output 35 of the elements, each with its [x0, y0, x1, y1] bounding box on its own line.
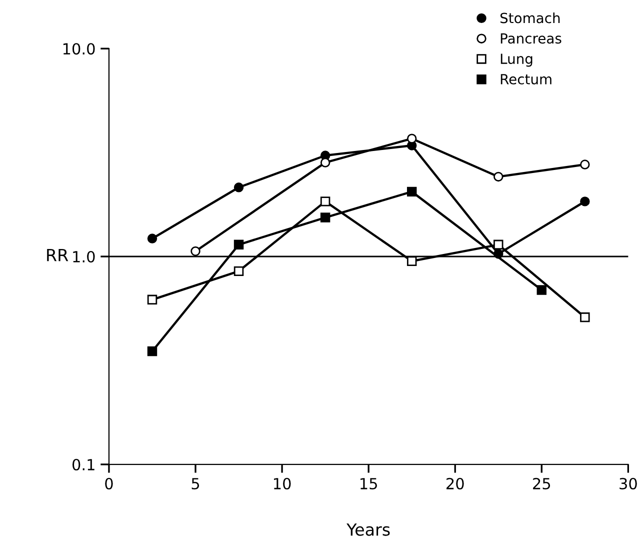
- legend-label: Lung: [500, 54, 532, 67]
- point: [320, 158, 330, 168]
- point: [320, 196, 330, 206]
- point: [147, 234, 158, 244]
- x-tick-label: 0: [105, 478, 113, 490]
- y-tick-label: 1.0: [73, 250, 95, 263]
- point: [536, 285, 547, 295]
- legend-label: Stomach: [500, 12, 560, 24]
- point: [580, 160, 590, 170]
- point: [494, 172, 504, 182]
- point: [406, 256, 417, 266]
- point: [147, 346, 158, 356]
- y-tick-label: 10.0: [63, 43, 95, 55]
- x-tick-label: 20: [446, 478, 464, 490]
- x-tick-label: 30: [620, 478, 637, 490]
- y-axis-title: RR: [47, 248, 68, 262]
- point: [147, 294, 158, 305]
- point: [406, 186, 417, 197]
- point: [234, 240, 244, 250]
- x-axis-title: Years: [346, 523, 390, 536]
- point: [190, 246, 200, 256]
- point: [406, 134, 417, 144]
- x-tick-label: 10: [274, 478, 291, 490]
- legend-label: Rectum: [500, 74, 552, 84]
- point: [580, 312, 590, 322]
- point: [494, 240, 504, 250]
- x-tick-label: 15: [360, 478, 377, 490]
- point: [234, 182, 244, 192]
- x-tick-label: 5: [192, 478, 200, 490]
- point: [234, 266, 244, 276]
- x-tick-label: 25: [533, 478, 550, 490]
- point: [580, 196, 590, 206]
- point: [320, 212, 330, 222]
- legend-label: Pancreas: [500, 33, 562, 44]
- y-tick-label: 0.1: [72, 458, 94, 470]
